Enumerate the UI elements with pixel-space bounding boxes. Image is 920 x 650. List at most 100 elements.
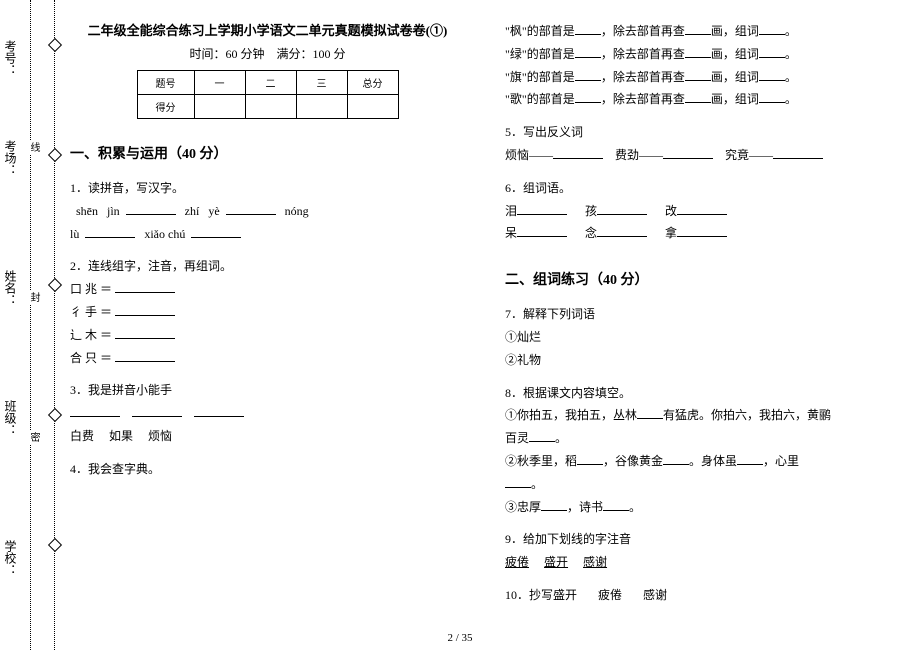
section-2-title: 二、组词练习（40 分） [505,269,900,289]
q7-item: ①灿烂 [505,330,541,344]
q6-char: 孩 [585,204,597,218]
pinyin: shēn [76,204,98,218]
spine-dotline-inner [30,0,31,650]
blank [759,45,785,58]
q8-3a: ③忠厚 [505,500,541,514]
q4-mid: ，除去部首再查 [601,70,685,84]
q4-tail1: 画，组词 [711,92,759,106]
blank [677,224,727,237]
score-col-1: 一 [194,71,245,95]
q4-mid: ，除去部首再查 [601,24,685,38]
q8-3b: ，诗书 [567,500,603,514]
right-column: "枫"的部首是，除去部首再查画，组词。 "绿"的部首是，除去部首再查画，组词。 … [485,0,920,650]
q2-row: 彳 手 ＝ [70,305,112,319]
blank [597,202,647,215]
blank [529,429,555,442]
blank [115,280,175,293]
q10-c: 感谢 [643,588,667,602]
blank [685,45,711,58]
score-col-2: 二 [245,71,296,95]
q2-label: 2．连线组字，注音，再组词。 [70,259,232,273]
blank [759,90,785,103]
blank [517,202,567,215]
spine-label-name: 姓名： [2,270,19,306]
q8-2a: ②秋季里，稻 [505,454,577,468]
q2-row: 辶 木 ＝ [70,328,112,342]
blank [541,498,567,511]
score-h-defen: 得分 [137,95,194,119]
q9-word: 感谢 [583,555,607,569]
section-1-title: 一、积累与运用（40 分） [70,143,465,163]
pinyin: zhí [185,204,200,218]
q6: 6．组词语。 泪 孩 改 呆 念 拿 [505,177,900,245]
blank [226,202,276,215]
q4-label: 4．我会查字典。 [70,462,160,476]
q10: 10．抄写盛开 疲倦 感谢 [505,584,900,607]
blank [663,146,713,159]
score-cell [296,95,347,119]
blank [759,22,785,35]
q1: 1．读拼音，写汉字。 shēn jìn zhí yè nóng lù xiǎo … [70,177,465,245]
q8-label: 8．根据课文内容填空。 [505,386,631,400]
blank [575,68,601,81]
blank [505,475,531,488]
blank [126,202,176,215]
blank [773,146,823,159]
q8-1c: 百灵 [505,431,529,445]
blank [115,303,175,316]
q9-label: 9．给加下划线的字注音 [505,532,631,546]
q5-word: 烦恼—— [505,148,553,162]
q3: 3．我是拼音小能手 白费 如果 烦恼 [70,379,465,447]
q4-mid: ，除去部首再查 [601,47,685,61]
q9-word: 疲倦 [505,555,529,569]
blank [737,452,763,465]
pinyin: xiǎo chú [144,227,185,241]
q8-2c: 。身体虽 [689,454,737,468]
q4-tail1: 画，组词 [711,47,759,61]
q7-label: 7．解释下列词语 [505,307,595,321]
paper-subtitle: 时间：60 分钟 满分：100 分 [70,45,465,62]
q5-label: 5．写出反义词 [505,125,583,139]
q9: 9．给加下划线的字注音 疲倦 盛开 感谢 [505,528,900,574]
pinyin: yè [208,204,219,218]
pinyin: lù [70,227,79,241]
score-cell [245,95,296,119]
q4-lines: "枫"的部首是，除去部首再查画，组词。 "绿"的部首是，除去部首再查画，组词。 … [505,20,900,111]
blank [115,349,175,362]
score-col-3: 三 [296,71,347,95]
q4-line-prefix: "歌"的部首是 [505,92,575,106]
paper-title: 二年级全能综合练习上学期小学语文二单元真题模拟试卷卷(①) [70,20,465,39]
spine-label-examno: 考号： [2,40,19,76]
q4-tail2: 。 [785,92,797,106]
blank [194,404,244,417]
q6-char: 改 [665,204,677,218]
q4-tail2: 。 [785,24,797,38]
blank [517,224,567,237]
blank [575,90,601,103]
spine-mark: 封 [26,290,41,304]
q8: 8．根据课文内容填空。 ①你拍五，我拍五，丛林有猛虎。你拍六，我拍六，黄鹂百灵。… [505,382,900,519]
blank [685,22,711,35]
q4-tail1: 画，组词 [711,24,759,38]
spine-mark: 线 [26,140,41,154]
q7-item: ②礼物 [505,353,541,367]
blank [663,452,689,465]
q5-word: 费劲—— [615,148,663,162]
q6-char: 拿 [665,226,677,240]
q9-word: 盛开 [544,555,568,569]
q8-1b: 有猛虎。你拍六，我拍六，黄鹂 [663,408,831,422]
q4-line-prefix: "旗"的部首是 [505,70,575,84]
blank [553,146,603,159]
q2-row: 口 兆 ＝ [70,282,112,296]
left-column: 二年级全能综合练习上学期小学语文二单元真题模拟试卷卷(①) 时间：60 分钟 满… [50,0,485,650]
score-table: 题号 一 二 三 总分 得分 [137,70,399,119]
q8-2d: ，心里 [763,454,799,468]
blank [575,45,601,58]
q6-char: 念 [585,226,597,240]
blank [575,22,601,35]
spine-label-school: 学校： [2,540,19,576]
q4-mid: ，除去部首再查 [601,92,685,106]
blank [115,326,175,339]
q5: 5．写出反义词 烦恼—— 费劲—— 究竟—— [505,121,900,167]
pinyin: jìn [107,204,120,218]
